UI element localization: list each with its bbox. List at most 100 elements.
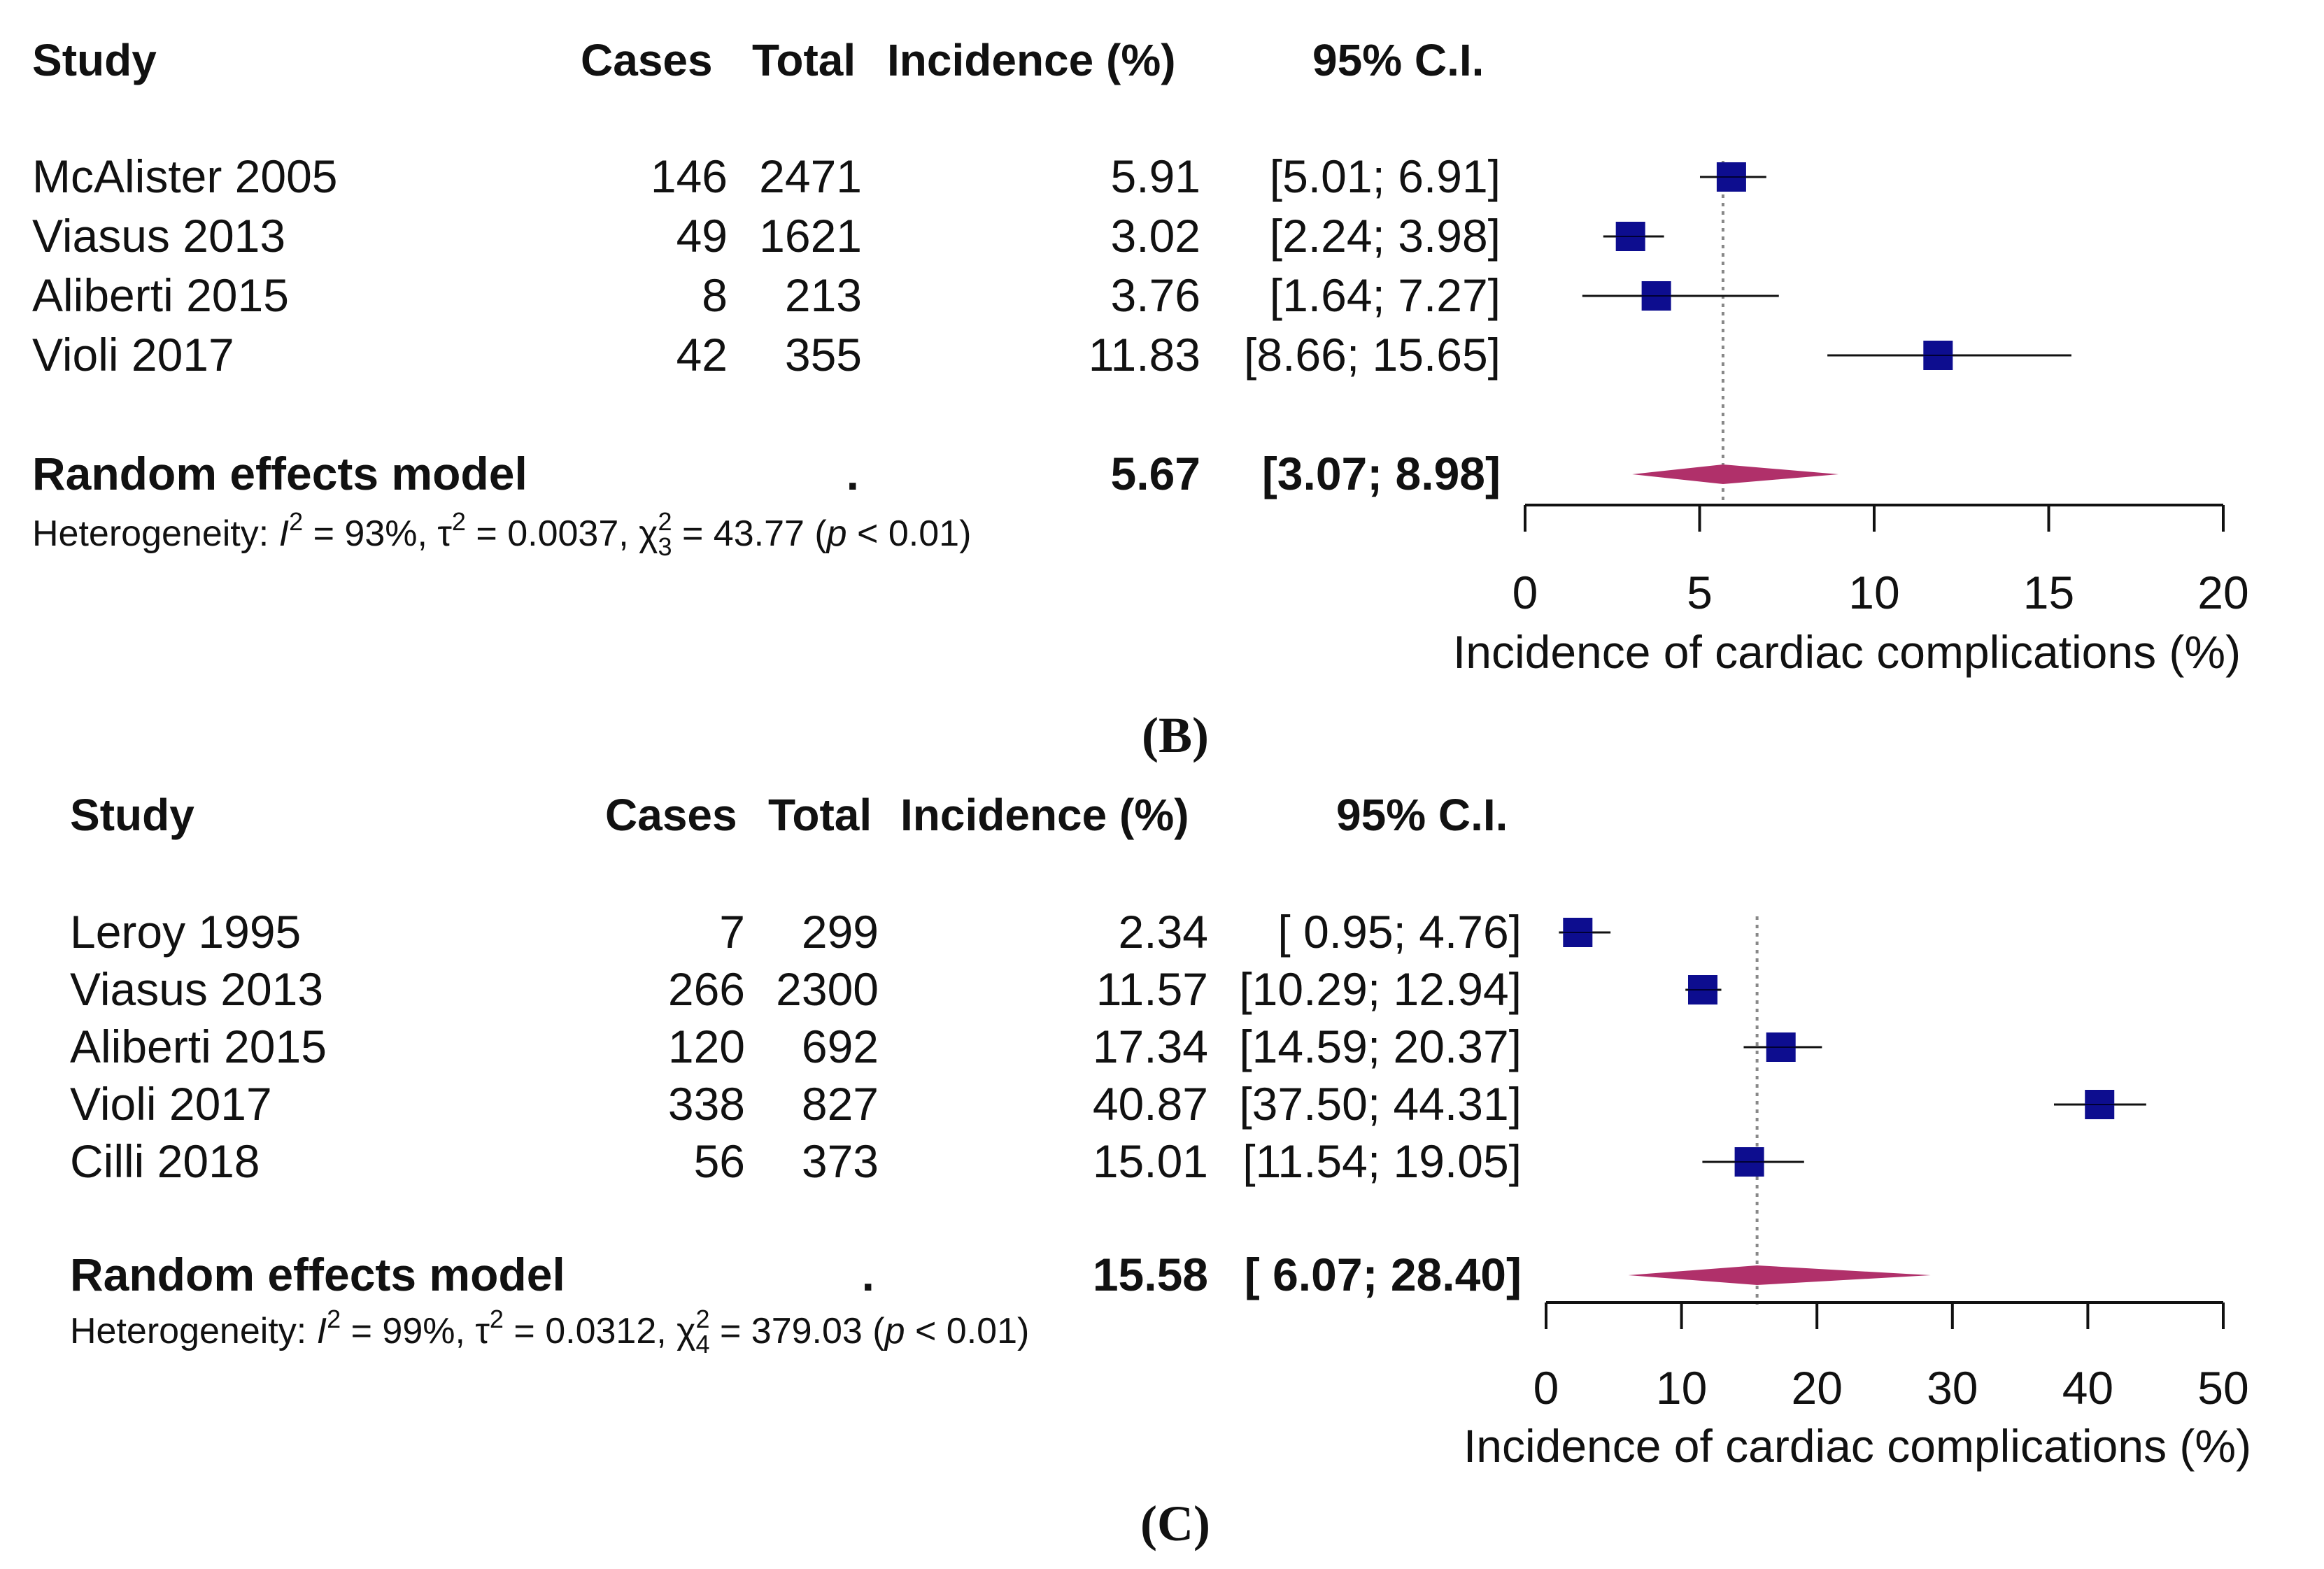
i-squared-superscript: 2 [289,507,303,536]
header-cases: Cases [581,35,713,85]
study-name: Aliberti 2015 [70,1021,327,1072]
study-cases: 338 [668,1078,745,1130]
x-tick-label: 10 [1848,567,1899,618]
study-name: McAlister 2005 [32,150,338,202]
i-squared-symbol: I [317,1311,327,1351]
study-total: 373 [802,1135,879,1187]
study-ci: [5.01; 6.91] [1270,150,1501,202]
header-total: Total [752,35,856,85]
x-tick-label: 20 [2197,567,2248,618]
study-cases: 49 [676,210,728,262]
study-cases: 120 [668,1021,745,1072]
study-cases: 56 [694,1135,745,1187]
x-tick-label: 40 [2062,1362,2113,1414]
i-squared-symbol: I [279,513,289,554]
chi-superscript: 2 [658,507,672,536]
x-tick-label: 15 [2023,567,2074,618]
x-tick-label: 30 [1927,1362,1978,1414]
study-cases: 146 [651,150,728,202]
header-ci: 95% C.I. [1312,35,1484,85]
study-total: 2300 [776,963,879,1015]
summary-name: Random effects model [70,1249,565,1300]
study-name: Aliberti 2015 [32,269,289,321]
p-symbol: p [826,513,847,554]
study-incidence: 3.76 [1111,269,1200,321]
heterogeneity-stats: Heterogeneity: I2 = 99%, τ2 = 0.0312, χ2… [70,1305,1029,1358]
x-tick-label: 10 [1656,1362,1707,1414]
x-tick-label: 50 [2197,1362,2248,1414]
p-symbol: p [884,1311,905,1351]
study-total: 299 [802,906,879,958]
panel-label: (B) [1142,707,1209,763]
summary-incidence: 5.67 [1111,448,1200,499]
study-ci: [1.64; 7.27] [1270,269,1501,321]
study-incidence: 2.34 [1119,906,1208,958]
p-value: < 0.01) [847,513,972,554]
study-total: 2471 [759,150,862,202]
header-study: Study [32,35,157,85]
study-name: Leroy 1995 [70,906,301,958]
tau-superscript: 2 [490,1305,504,1333]
study-ci: [10.29; 12.94] [1239,963,1522,1015]
study-ci: [11.54; 19.05] [1242,1135,1522,1187]
study-ci: [14.59; 20.37] [1239,1021,1522,1072]
study-total: 827 [802,1078,879,1130]
forest-panel-c: Study Cases Total Incidence (%) 95% C.I. Lero… [70,790,2251,1552]
p-value: < 0.01) [905,1311,1030,1351]
chi-df: 4 [695,1330,709,1358]
i-squared-value: = 93%, [303,513,437,554]
x-tick-label: 5 [1687,567,1713,618]
header-study: Study [70,790,194,840]
chi-squared-value: = 379.03 ( [710,1311,886,1351]
study-name: Cilli 2018 [70,1135,260,1187]
header-total: Total [768,790,872,840]
summary-diamond [1628,1265,1931,1285]
header-incidence: Incidence (%) [900,790,1189,840]
x-tick-label: 0 [1533,1362,1559,1414]
tau-symbol: τ [437,513,452,554]
chi-df: 3 [658,532,672,561]
x-axis-label: Incidence of cardiac complications (%) [1464,1420,2251,1472]
study-ci: [37.50; 44.31] [1239,1078,1522,1130]
heterogeneity-stats: Heterogeneity: I2 = 93%, τ2 = 0.0037, χ2… [32,507,971,561]
summary-ci: [3.07; 8.98] [1262,448,1501,499]
study-total: 1621 [759,210,862,262]
chi-superscript: 2 [695,1305,709,1333]
study-name: Violi 2017 [32,329,234,381]
x-axis-label: Incidence of cardiac complications (%) [1453,626,2241,678]
x-tick-label: 20 [1791,1362,1842,1414]
study-cases: 266 [668,963,745,1015]
panel-label: (C) [1140,1496,1210,1552]
chi-symbol: χ [676,1311,695,1351]
study-ci: [2.24; 3.98] [1270,210,1501,262]
header-cases: Cases [605,790,737,840]
summary-cases: . [846,448,859,499]
i-squared-superscript: 2 [327,1305,341,1333]
study-total: 213 [785,269,862,321]
study-incidence: 40.87 [1093,1078,1208,1130]
summary-cases: . [862,1249,874,1300]
tau-squared-value: = 0.0312, [504,1311,676,1351]
header-ci: 95% C.I. [1336,790,1508,840]
study-incidence: 11.57 [1096,963,1208,1015]
chi-squared-value: = 43.77 ( [672,513,828,554]
i-squared-value: = 99%, [341,1311,475,1351]
summary-name: Random effects model [32,448,527,499]
study-incidence: 11.83 [1089,329,1200,381]
chi-symbol: χ [639,513,658,554]
study-cases: 42 [676,329,728,381]
tau-symbol: τ [475,1311,490,1351]
study-total: 355 [785,329,862,381]
study-cases: 7 [719,906,745,958]
forest-panel-b: Study Cases Total Incidence (%) 95% C.I. McAl… [32,35,2249,763]
summary-incidence: 15.58 [1093,1249,1208,1300]
study-ci: [8.66; 15.65] [1244,329,1501,381]
study-incidence: 3.02 [1111,210,1200,262]
heterogeneity-prefix: Heterogeneity: [70,1311,317,1351]
study-name: Viasus 2013 [70,963,323,1015]
summary-ci: [ 6.07; 28.40] [1245,1249,1522,1300]
heterogeneity-prefix: Heterogeneity: [32,513,279,554]
study-cases: 8 [702,269,728,321]
